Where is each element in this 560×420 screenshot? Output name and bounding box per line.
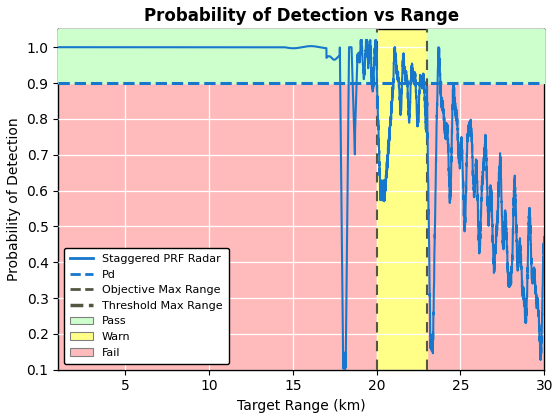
Title: Probability of Detection vs Range: Probability of Detection vs Range	[144, 7, 459, 25]
X-axis label: Target Range (km): Target Range (km)	[237, 399, 366, 413]
Legend: Staggered PRF Radar, Pd, Objective Max Range, Threshold Max Range, Pass, Warn, F: Staggered PRF Radar, Pd, Objective Max R…	[64, 247, 229, 364]
Y-axis label: Probability of Detection: Probability of Detection	[7, 118, 21, 281]
